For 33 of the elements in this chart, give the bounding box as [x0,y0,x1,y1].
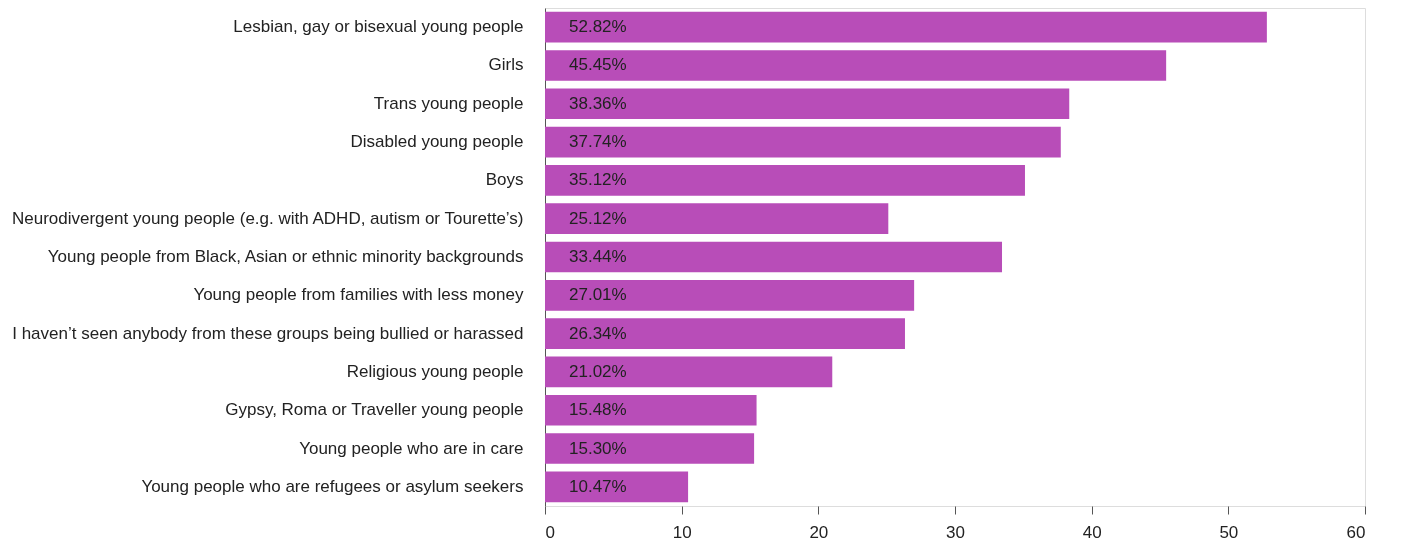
y-tick-label: Boys [485,170,524,190]
data-label: 25.12% [569,208,627,228]
x-tick-label: 10 [672,522,692,542]
x-tick-label: 20 [809,522,829,542]
y-tick-label: Girls [488,55,524,75]
y-tick-label: Young people who are in care [299,438,524,458]
y-tick-label: Young people from families with less money [193,285,524,305]
data-label: 15.48% [569,400,627,420]
y-tick-label: Disabled young people [350,132,524,152]
data-label: 26.34% [569,323,627,343]
x-tick-label: 30 [946,522,965,542]
y-tick-label: Neurodivergent young people (e.g. with ADHD, autism or Tourette’s) [11,208,524,228]
data-label: 27.01% [569,285,627,305]
x-tick-label: 60 [1346,522,1366,542]
y-tick-label: Gypsy, Roma or Traveller young people [225,400,524,420]
data-label: 15.30% [569,438,627,458]
data-label: 33.44% [569,247,627,266]
data-label: 21.02% [569,361,627,381]
data-label: 52.82% [569,17,627,37]
x-tick-label: 50 [1219,522,1239,542]
y-tick-label: Young people from Black, Asian or ethnic minority backgrounds [47,247,524,266]
data-label: 38.36% [569,93,627,113]
y-tick-label: Young people who are refugees or asylum seekers [141,476,524,496]
y-tick-label: Lesbian, gay or bisexual young people [233,17,524,37]
x-tick-label: 0 [545,522,555,542]
data-label: 10.47% [569,476,627,496]
y-tick-label: Religious young people [346,361,524,381]
data-label: 37.74% [569,132,627,152]
x-tick-label: 40 [1082,522,1102,542]
data-label: 35.12% [569,170,627,190]
y-tick-label: Trans young people [373,93,524,113]
data-label: 45.45% [569,55,627,75]
y-tick-label: I haven’t seen anybody from these groups being bullied or harassed [12,323,524,343]
